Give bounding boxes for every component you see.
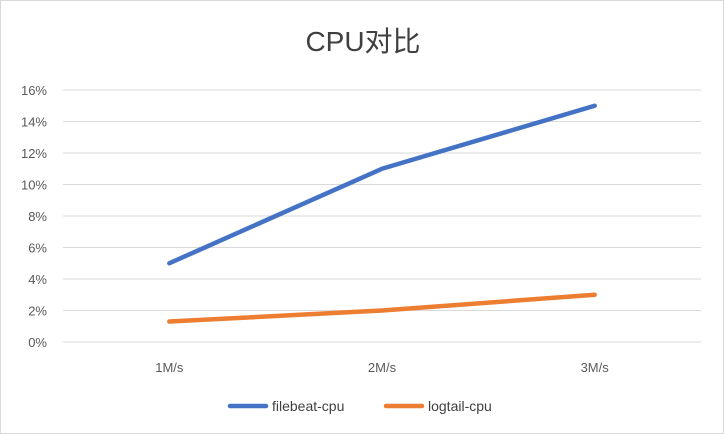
- x-tick-label: 2M/s: [368, 360, 397, 375]
- chart-title: CPU对比: [305, 26, 420, 57]
- series-lines: [167, 103, 597, 324]
- y-tick-label: 0%: [28, 335, 47, 350]
- y-tick-label: 4%: [28, 272, 47, 287]
- x-axis-ticks: 1M/s 2M/s 3M/s: [155, 360, 609, 375]
- y-axis-ticks: 0% 2% 4% 6% 8% 10% 12% 14% 16%: [21, 83, 47, 350]
- series-line-logtail-cpu: [167, 292, 597, 324]
- x-tick-label: 3M/s: [581, 360, 610, 375]
- series-line-filebeat-cpu: [167, 103, 597, 266]
- legend: filebeat-cpu logtail-cpu: [227, 398, 492, 414]
- x-tick-label: 1M/s: [155, 360, 184, 375]
- y-tick-label: 12%: [21, 146, 47, 161]
- y-tick-label: 14%: [21, 115, 47, 130]
- legend-label: filebeat-cpu: [272, 398, 344, 414]
- y-tick-label: 8%: [28, 209, 47, 224]
- y-tick-label: 6%: [28, 241, 47, 256]
- y-tick-label: 2%: [28, 304, 47, 319]
- y-tick-label: 16%: [21, 83, 47, 98]
- y-tick-label: 10%: [21, 178, 47, 193]
- legend-label: logtail-cpu: [428, 398, 492, 414]
- gridlines: [63, 89, 701, 343]
